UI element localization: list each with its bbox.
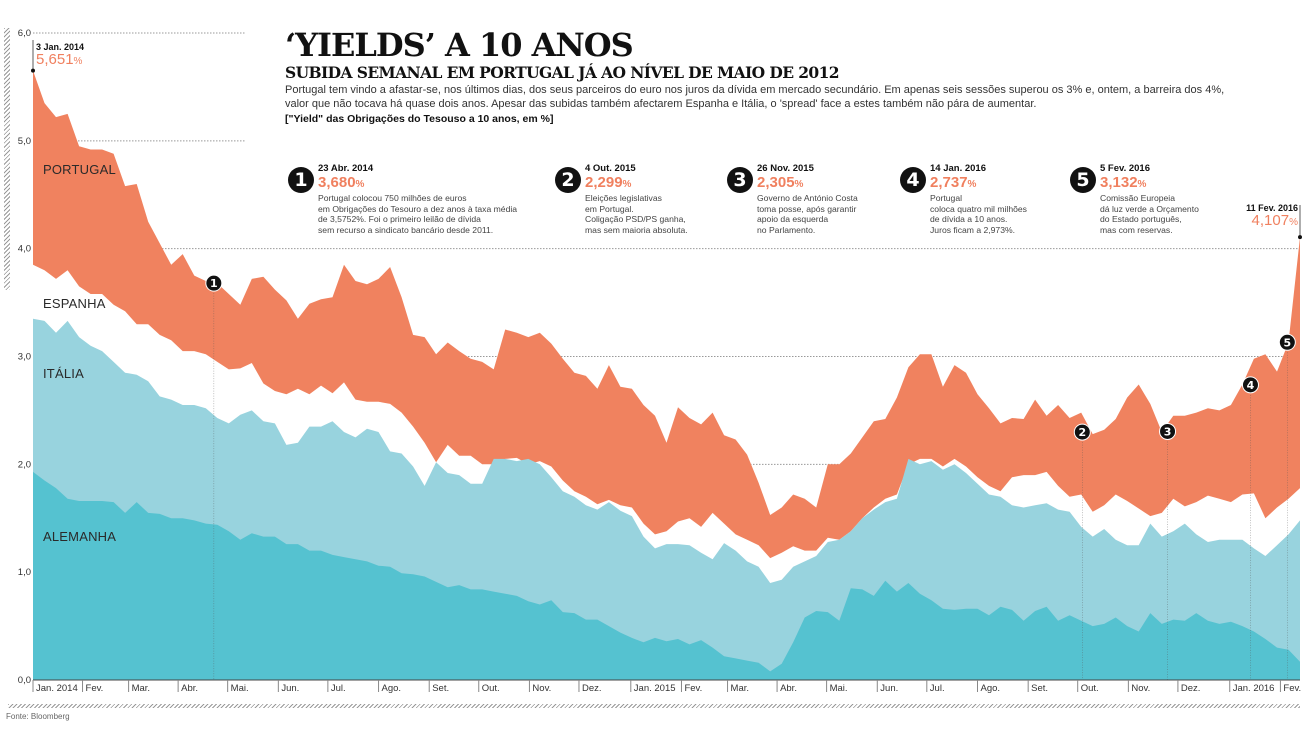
y-tick-label: 1,0 — [18, 567, 31, 578]
area-alemanha — [33, 471, 1300, 680]
event-number-badge: 1 — [288, 167, 314, 193]
x-tick-label: Jul. — [331, 683, 346, 694]
bottom-hatch-decoration — [8, 704, 1300, 708]
series-label-itália: ITÁLIA — [43, 366, 84, 381]
marker-number: 3 — [1164, 425, 1172, 438]
x-tick-label: Jun. — [281, 683, 299, 694]
event-description: Governo de António Costa toma posse, apó… — [757, 193, 858, 235]
event-number-badge: 3 — [727, 167, 753, 193]
event-note-1: 1 23 Abr. 2014 3,680% Portugal colocou 7… — [288, 163, 517, 235]
end-callout: 11 Fev. 2016 4,107% — [1246, 203, 1298, 231]
end-callout-date: 11 Fev. 2016 — [1246, 203, 1298, 213]
series-labels: PORTUGAL ESPANHA ITÁLIA ALEMANHA — [43, 162, 116, 544]
event-date: 26 Nov. 2015 — [757, 163, 814, 174]
event-value: 3,132% — [1100, 174, 1147, 191]
marker-badge-2 — [1073, 423, 1091, 441]
marker-number: 2 — [1078, 426, 1086, 439]
x-tick-label: Abr. — [780, 683, 797, 694]
event-markers: 1 2 3 4 5 — [205, 274, 1296, 441]
x-tick-label: Dez. — [582, 683, 602, 694]
marker-badge-1 — [205, 274, 223, 292]
x-tick-label: Fev. — [86, 683, 104, 694]
event-number-badge: 2 — [555, 167, 581, 193]
x-tick-label: Jan. 2015 — [634, 683, 676, 694]
event-date: 5 Fev. 2016 — [1100, 163, 1151, 174]
x-tick-label: Ago. — [382, 683, 402, 694]
event-number-badge: 4 — [900, 167, 926, 193]
series-label-alemanha: ALEMANHA — [43, 529, 116, 544]
x-tick-label: Mar. — [731, 683, 749, 694]
left-hatch-decoration — [4, 28, 10, 290]
marker-number: 4 — [1247, 379, 1255, 392]
marker-number: 5 — [1284, 336, 1292, 349]
marker-badge-4 — [1241, 376, 1259, 394]
page-subtitle: SUBIDA SEMANAL EM PORTUGAL JÁ AO NÍVEL D… — [285, 63, 840, 82]
x-tick-label: Jan. 2016 — [1233, 683, 1275, 694]
event-date: 23 Abr. 2014 — [318, 163, 374, 174]
y-tick-label: 0,0 — [18, 675, 31, 686]
start-point-dot — [31, 68, 35, 73]
x-tick-label: Jul. — [930, 683, 945, 694]
y-axis: 0,0 1,0 2,0 3,0 4,0 5,0 6,0 — [18, 28, 31, 686]
x-tick-label: Mai. — [830, 683, 848, 694]
x-tick-label: Out. — [482, 683, 500, 694]
event-value: 2,299% — [585, 174, 632, 191]
event-description: Portugal coloca quatro mil milhões de dí… — [930, 193, 1027, 235]
x-tick-label: Nov. — [1131, 683, 1150, 694]
marker-lines — [213, 283, 1288, 680]
start-callout-date: 3 Jan. 2014 — [36, 42, 85, 52]
event-value: 2,305% — [757, 174, 804, 191]
page-title: ‘YIELDS’ A 10 ANOS — [285, 26, 634, 64]
x-tick-label: Nov. — [532, 683, 551, 694]
x-tick-label: Fev. — [1283, 683, 1301, 694]
event-date: 14 Jan. 2016 — [930, 163, 986, 174]
series-label-portugal: PORTUGAL — [43, 162, 116, 177]
marker-badge-5 — [1278, 333, 1296, 351]
event-value: 2,737% — [930, 174, 977, 191]
x-tick-label: Out. — [1081, 683, 1099, 694]
event-value: 3,680% — [318, 174, 365, 191]
x-tick-label: Ago. — [980, 683, 1000, 694]
y-tick-label: 4,0 — [18, 244, 31, 255]
event-date: 4 Out. 2015 — [585, 163, 636, 174]
x-tick-label: Mai. — [231, 683, 249, 694]
y-tick-label: 2,0 — [18, 459, 31, 470]
x-tick-label: Mar. — [132, 683, 150, 694]
x-tick-label: Dez. — [1181, 683, 1201, 694]
unit-note: ["Yield" das Obrigações do Tesouso a 10 … — [285, 113, 554, 125]
event-description: Eleições legislativas em Portugal. Colig… — [585, 193, 688, 235]
marker-badge-3 — [1159, 422, 1177, 440]
event-description: Comissão Europeia dá luz verde a Orçamen… — [1100, 193, 1199, 235]
event-note-4: 4 14 Jan. 2016 2,737% Portugal coloca qu… — [900, 163, 1027, 235]
y-tick-label: 5,0 — [18, 136, 31, 147]
marker-number: 1 — [210, 277, 218, 290]
lead-paragraph: Portugal tem vindo a afastar-se, nos últ… — [285, 84, 1225, 110]
end-callout-value: 4,107% — [1251, 212, 1298, 229]
series-areas — [33, 70, 1300, 681]
source-note: Fonte: Bloomberg — [6, 712, 70, 721]
event-note-2: 2 4 Out. 2015 2,299% Eleições legislativ… — [555, 163, 688, 235]
start-callout: 3 Jan. 2014 5,651% — [36, 42, 84, 70]
x-tick-label: Jun. — [880, 683, 898, 694]
series-label-espanha: ESPANHA — [43, 296, 106, 311]
event-description: Portugal colocou 750 milhões de euros em… — [318, 193, 518, 235]
y-tick-label: 3,0 — [18, 352, 31, 363]
event-note-3: 3 26 Nov. 2015 2,305% Governo de António… — [727, 163, 858, 235]
event-note-5: 5 5 Fev. 2016 3,132% Comissão Europeia d… — [1070, 163, 1199, 235]
x-tick-label: Set. — [1031, 683, 1048, 694]
endpoint-dots — [31, 40, 1302, 240]
x-tick-label: Set. — [432, 683, 449, 694]
end-point-dot — [1298, 235, 1302, 240]
x-tick-label: Fev. — [684, 683, 702, 694]
x-axis: Jan. 2014 Fev. Mar. Abr. Mai. Jun. Jul. Ago. Set… — [32, 679, 1301, 694]
event-number-badge: 5 — [1070, 167, 1096, 193]
start-callout-value: 5,651% — [36, 51, 83, 68]
x-tick-label: Jan. 2014 — [36, 683, 78, 694]
y-tick-label: 6,0 — [18, 28, 31, 39]
x-tick-label: Abr. — [181, 683, 198, 694]
